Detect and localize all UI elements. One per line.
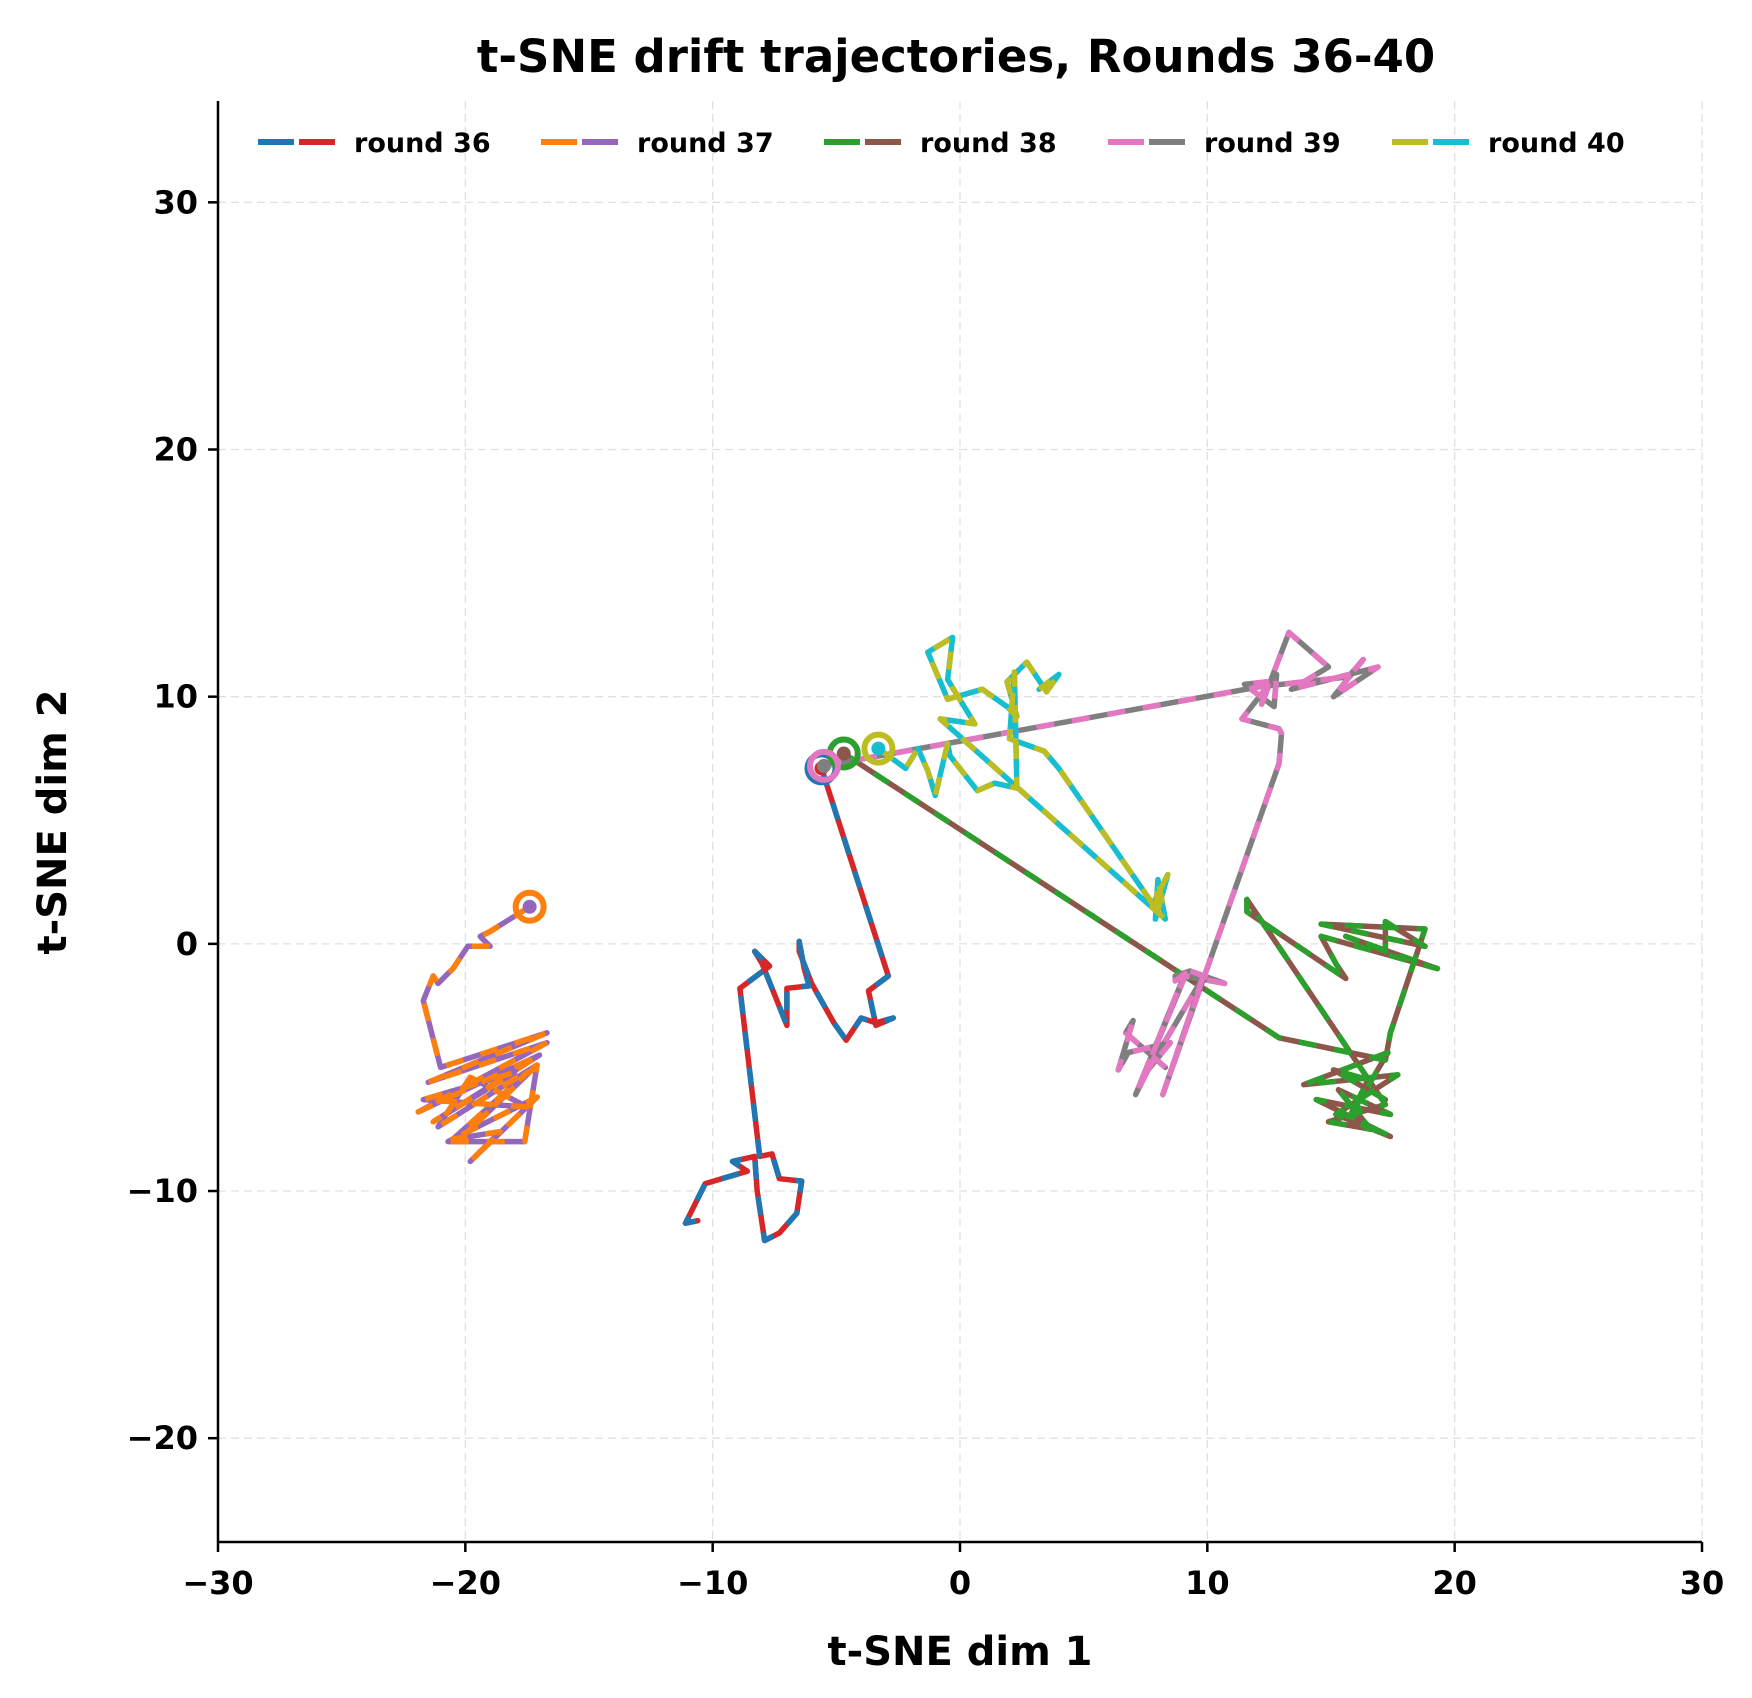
x-axis-label: t-SNE dim 1 (827, 1629, 1092, 1675)
y-tick-label: −10 (127, 1172, 198, 1210)
start-marker (806, 748, 841, 783)
trajectory-round-37 (415, 904, 550, 1165)
legend-item: round 38 (824, 128, 1057, 159)
x-tick-label: 10 (1185, 1564, 1230, 1602)
gridlines (217, 101, 1703, 1542)
start-marker (512, 889, 547, 924)
plot-area (415, 629, 1441, 1244)
trajectory-round-36 (682, 765, 896, 1244)
x-tick-label: −20 (430, 1564, 501, 1602)
legend-item: round 37 (541, 128, 774, 159)
legend-item: round 39 (1108, 128, 1341, 159)
legend-label: round 36 (354, 128, 491, 159)
legend: round 36 round 37 round 38 round 39 round 40 (258, 128, 1625, 159)
start-marker (861, 731, 896, 766)
trajectory-round-39 (821, 629, 1381, 1098)
legend-item: round 40 (1392, 128, 1625, 159)
x-tick-label: −10 (677, 1564, 748, 1602)
legend-label: round 38 (920, 128, 1057, 159)
y-axis-label: t-SNE dim 2 (30, 689, 76, 954)
chart-title: t-SNE drift trajectories, Rounds 36-40 (477, 30, 1435, 83)
legend-label: round 37 (637, 128, 774, 159)
trajectory-round-38 (841, 750, 1441, 1140)
legend-label: round 40 (1488, 128, 1625, 159)
y-tick-label: 10 (153, 678, 198, 716)
y-tick-label: 0 (176, 925, 198, 963)
y-tick-label: −20 (127, 1419, 198, 1457)
legend-label: round 39 (1204, 128, 1341, 159)
legend-item: round 36 (258, 128, 491, 159)
y-tick-label: 30 (153, 183, 198, 221)
y-axis-ticks: −20 −10 0 10 20 30 (127, 183, 218, 1457)
y-tick-label: 20 (153, 431, 198, 469)
trajectory-round-40 (875, 634, 1171, 922)
x-tick-label: −30 (182, 1564, 253, 1602)
x-tick-label: 30 (1680, 1564, 1725, 1602)
x-tick-label: 0 (949, 1564, 971, 1602)
x-tick-label: 20 (1432, 1564, 1477, 1602)
x-axis-ticks: −30 −20 −10 0 10 20 30 (182, 1542, 1724, 1602)
